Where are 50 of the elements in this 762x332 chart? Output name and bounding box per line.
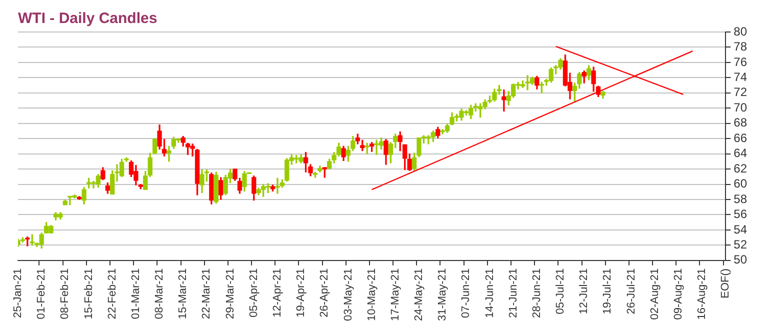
x-tick-label: 28-Jun-21 — [530, 268, 543, 318]
y-tick-label: 64 — [734, 146, 748, 160]
y-tick-label: 80 — [734, 24, 748, 38]
x-tick-label: 08-Mar-21 — [154, 268, 166, 320]
x-tick-label: 02-Aug-21 — [648, 268, 661, 320]
y-tick-label: 50 — [734, 252, 748, 267]
x-tick-label: 25-Jan-21 — [12, 268, 24, 318]
x-tick-label: 17-May-21 — [389, 268, 402, 321]
x-tick-label: 19-Jul-21 — [602, 268, 614, 314]
y-tick-label: 70 — [734, 100, 748, 114]
y-tick-label: 60 — [734, 176, 748, 191]
x-tick-label: 31-May-21 — [436, 268, 449, 321]
x-tick-label: 07-Jun-21 — [460, 268, 472, 318]
x-tick-label: 16-Aug-21 — [696, 268, 708, 320]
x-tick-label: 15-Feb-21 — [82, 268, 95, 320]
x-tick-label: 24-May-21 — [413, 268, 426, 321]
x-tick-label: EOF() — [720, 268, 732, 298]
x-tick-label: 19-Apr-21 — [295, 268, 308, 318]
y-tick-label: 76 — [734, 54, 748, 69]
y-tick-label: 54 — [734, 222, 748, 236]
y-tick-label: 58 — [734, 192, 748, 206]
x-tick-label: 26-Jul-21 — [625, 268, 638, 314]
x-tick-label: 14-Jun-21 — [484, 268, 496, 318]
x-tick-label: 12-Apr-21 — [272, 268, 284, 318]
x-tick-label: 22-Mar-21 — [200, 268, 213, 320]
y-tick-label: 62 — [734, 161, 748, 176]
x-tick-label: 05-Apr-21 — [248, 268, 260, 318]
candlestick — [25, 236, 30, 246]
x-tick-label: 01-Mar-21 — [130, 268, 142, 320]
x-tick-label: 08-Feb-21 — [59, 268, 72, 320]
y-tick-label: 74 — [734, 70, 748, 84]
x-tick-label: 10-May-21 — [366, 268, 378, 321]
chart-title: WTI - Daily Candles — [18, 10, 158, 28]
x-tick-label: 15-Mar-21 — [177, 268, 190, 320]
x-tick-label: 12-Jul-21 — [578, 268, 590, 314]
y-tick-label: 68 — [734, 116, 748, 130]
y-tick-label: 52 — [734, 238, 748, 252]
y-tick-label: 66 — [734, 130, 748, 145]
x-tick-label: 22-Feb-21 — [106, 268, 118, 320]
y-tick-label: 72 — [734, 85, 748, 100]
x-tick-label: 26-Apr-21 — [318, 268, 331, 318]
x-tick-label: 09-Aug-21 — [672, 268, 685, 320]
x-tick-label: 05-Jul-21 — [554, 268, 567, 314]
x-tick-label: 01-Feb-21 — [36, 268, 48, 320]
y-tick-label: 56 — [734, 207, 748, 222]
x-tick-label: 29-Mar-21 — [224, 268, 236, 320]
x-tick-label: 21-Jun-21 — [507, 268, 520, 318]
x-tick-label: 03-May-21 — [342, 268, 354, 321]
y-tick-label: 78 — [734, 40, 748, 54]
candlestick — [502, 90, 506, 112]
